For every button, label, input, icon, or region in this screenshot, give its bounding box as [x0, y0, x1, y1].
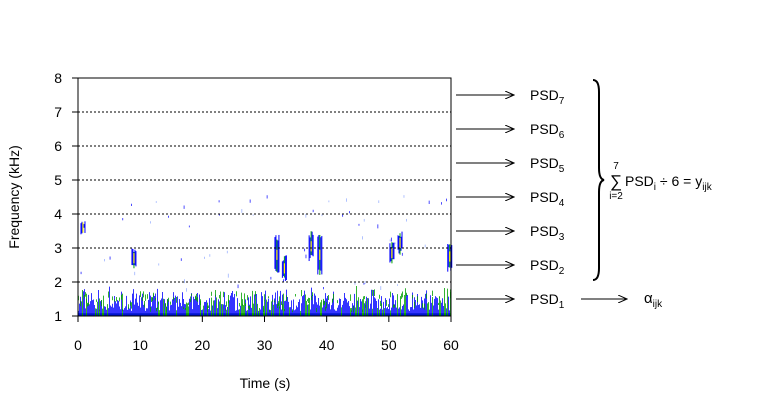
formula-result-sub: ijk [702, 182, 712, 193]
formula-term-base: PSD [625, 173, 654, 189]
y-tick-label: 7 [54, 104, 62, 120]
y-tick-label: 2 [54, 274, 62, 290]
x-axis-label: Time (s) [240, 375, 291, 391]
psd-label: PSD6 [530, 121, 565, 141]
y-tick-label: 5 [54, 172, 62, 188]
psd-label: PSD3 [530, 223, 565, 243]
call-event [281, 255, 287, 281]
alpha-label: αijk [644, 290, 663, 310]
psd-label-sub: 4 [559, 198, 565, 209]
x-tick-label: 30 [257, 337, 273, 353]
psd-label-base: PSD [530, 257, 559, 273]
psd-label-base: PSD [530, 291, 559, 307]
x-tick-label: 20 [195, 337, 211, 353]
psd-label-sub: 1 [559, 300, 565, 311]
curly-brace [592, 79, 605, 281]
sum-upper: 7 [613, 161, 619, 172]
psd-label-sub: 3 [559, 232, 565, 243]
call-event [389, 242, 395, 264]
y-tick-label: 8 [54, 70, 62, 86]
gridlines [78, 77, 451, 283]
y-tick-label: 4 [54, 206, 62, 222]
formula-term-sub: i [654, 182, 656, 193]
call-event [397, 231, 403, 255]
sum-formula: 7 ∑ i=2 PSDi ÷ 6 = yijk [609, 161, 713, 202]
y-axis-ticks: 1 2 3 4 5 6 7 8 [54, 70, 78, 324]
alpha-symbol: α [644, 290, 653, 307]
formula-expression: PSDi ÷ 6 = yijk [625, 173, 713, 193]
psd-label: PSD2 [530, 257, 565, 277]
psd-label: PSD5 [530, 155, 565, 175]
x-tick-label: 50 [381, 337, 397, 353]
psd-label: PSD4 [530, 189, 565, 209]
call-event [274, 234, 280, 273]
x-axis-ticks: 0 10 20 30 40 50 60 [74, 316, 459, 353]
psd-label-base: PSD [530, 155, 559, 171]
x-tick-label: 10 [132, 337, 148, 353]
y-tick-label: 3 [54, 240, 62, 256]
y-axis-label: Frequency (kHz) [6, 145, 22, 248]
call-event [317, 234, 323, 275]
alpha-sub: ijk [653, 299, 663, 310]
plot-frame [77, 77, 452, 317]
spectrogram-plot [77, 195, 453, 316]
call-event [308, 231, 314, 262]
call-event [80, 221, 86, 235]
sum-lower: i=2 [609, 191, 623, 202]
sigma-symbol: ∑ [610, 172, 622, 191]
psd-label-base: PSD [530, 87, 559, 103]
psd-label-sub: 7 [559, 96, 565, 107]
psd-label-base: PSD [530, 189, 559, 205]
x-tick-label: 60 [443, 337, 459, 353]
y-tick-label: 1 [54, 308, 62, 324]
psd-label-sub: 2 [559, 266, 565, 277]
psd-label-sub: 5 [559, 164, 565, 175]
y-tick-label: 6 [54, 138, 62, 154]
noise-floor-band [78, 285, 451, 316]
psd-label-base: PSD [530, 121, 559, 137]
psd-label-sub: 6 [559, 130, 565, 141]
psd-label-base: PSD [530, 223, 559, 239]
formula-rest: ÷ 6 = y [656, 173, 702, 189]
psd-label: PSD7 [530, 87, 565, 107]
x-tick-label: 0 [74, 337, 82, 353]
call-event [131, 248, 137, 269]
x-tick-label: 40 [319, 337, 335, 353]
psd-label: PSD1 [530, 291, 565, 311]
